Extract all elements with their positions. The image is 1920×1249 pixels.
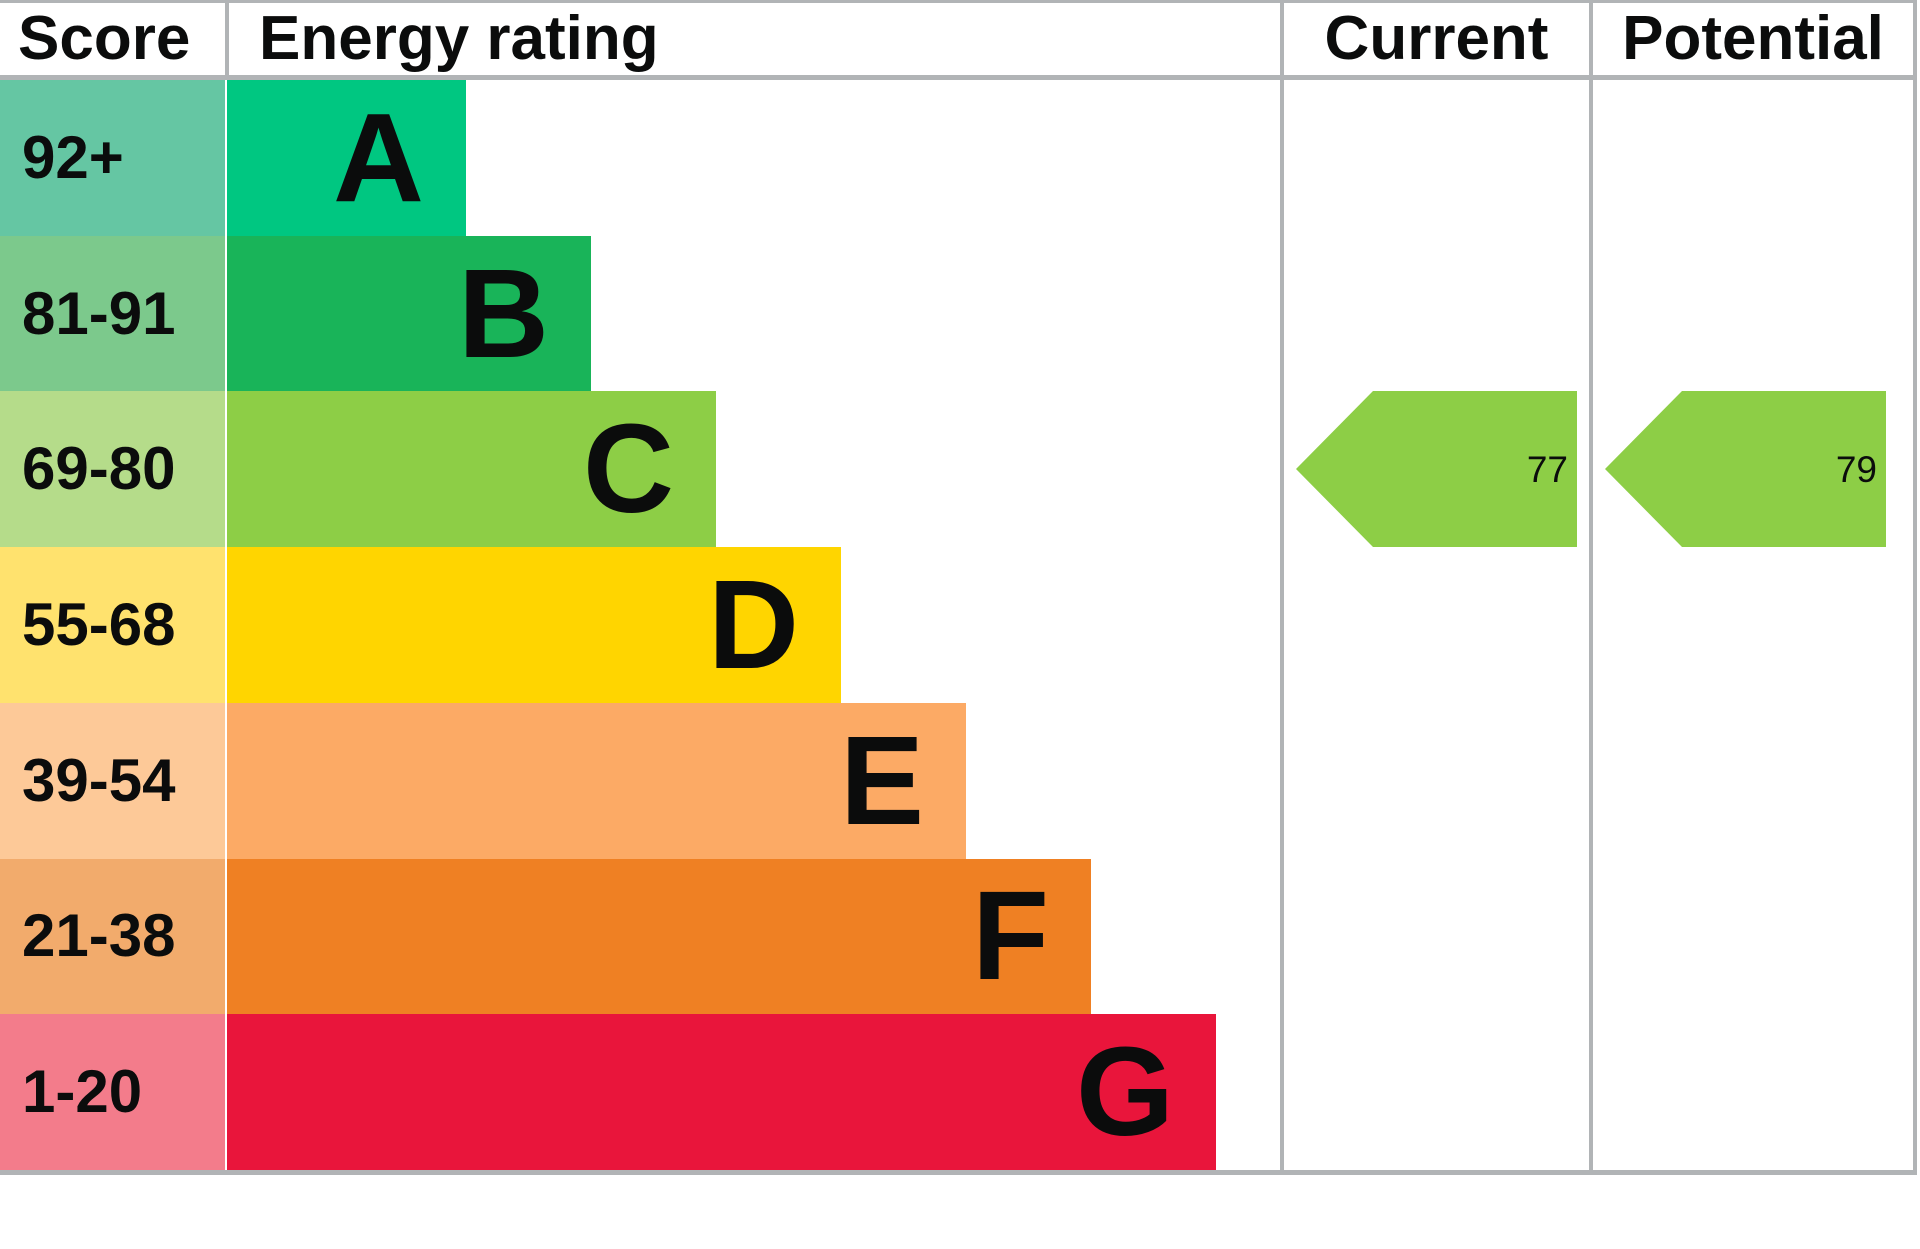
- band-score-range: 81-91: [0, 235, 225, 392]
- band-row-a: 92+ A: [0, 80, 1280, 236]
- score-header: Score: [18, 4, 191, 73]
- band-score-range: 92+: [0, 80, 225, 236]
- current-rating-value: 77: [1526, 448, 1568, 490]
- potential-rating-value: 79: [1835, 448, 1877, 490]
- rating-column-header: Score Energy rating: [0, 3, 1280, 80]
- band-bar: B: [227, 235, 591, 392]
- band-bar: G: [227, 1014, 1216, 1171]
- band-row-f: 21-38 F: [0, 858, 1280, 1015]
- current-rating-arrow: 77: [1296, 391, 1577, 547]
- potential-header: Potential: [1593, 3, 1913, 80]
- band-rows: 92+ A 81-91 B 69-80 C 55-68 D 39-54 E 21…: [0, 80, 1280, 1171]
- band-score-range: 1-20: [0, 1014, 225, 1171]
- current-column: Current 77: [1284, 0, 1593, 1175]
- potential-rating-arrow: 79: [1605, 391, 1886, 547]
- band-row-g: 1-20 G: [0, 1014, 1280, 1171]
- band-row-e: 39-54 E: [0, 702, 1280, 859]
- band-bar: D: [227, 547, 841, 703]
- band-bar: E: [227, 702, 966, 859]
- band-score-range: 21-38: [0, 858, 225, 1015]
- band-bar: C: [227, 391, 716, 548]
- band-score-range: 69-80: [0, 391, 225, 548]
- potential-column: Potential 79: [1593, 0, 1917, 1175]
- band-row-c: 69-80 C: [0, 391, 1280, 548]
- current-header: Current: [1284, 3, 1589, 80]
- band-score-range: 39-54: [0, 702, 225, 859]
- band-bar: A: [227, 80, 466, 236]
- band-score-range: 55-68: [0, 547, 225, 703]
- band-row-d: 55-68 D: [0, 547, 1280, 703]
- score-rating-divider: [225, 3, 229, 75]
- band-bar: F: [227, 858, 1091, 1015]
- energy-rating-header: Energy rating: [259, 4, 659, 73]
- band-row-b: 81-91 B: [0, 235, 1280, 392]
- rating-column: Score Energy rating 92+ A 81-91 B 69-80 …: [0, 0, 1284, 1175]
